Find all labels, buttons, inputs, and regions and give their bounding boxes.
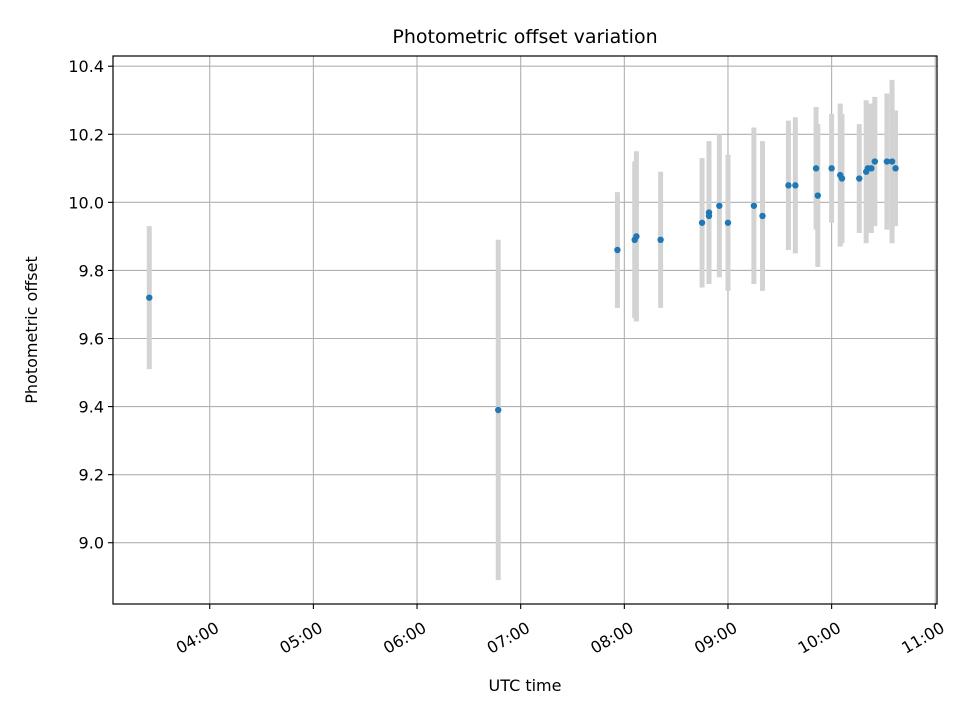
data-point [892,165,899,172]
y-tick-label: 10.2 [68,125,104,144]
y-axis-label: Photometric offset [22,256,41,404]
data-point [812,165,820,172]
data-point [883,158,891,165]
y-tick-label: 9.4 [79,398,104,417]
y-tick-label: 10.0 [68,193,104,212]
data-point [868,165,875,172]
y-tick-label: 9.6 [79,330,104,349]
data-point [716,202,723,209]
y-tick-label: 9.0 [79,534,104,553]
data-point [633,233,640,240]
y-axis-ticks: 9.0 9.2 9.4 9.6 9.8 10.0 10.2 10.4 [68,57,113,553]
chart-title: Photometric offset variation [392,26,657,48]
data-point [759,212,766,220]
data-point [871,158,879,165]
data-point [888,158,896,165]
data-point [785,182,792,189]
data-point [698,219,706,226]
data-point [838,175,846,182]
y-tick-label: 10.4 [68,57,104,76]
data-point [724,219,732,226]
grid [113,56,937,604]
y-tick-label: 9.2 [79,466,104,485]
plot-frame [112,55,938,605]
data-point [705,212,713,220]
y-tick-label: 9.8 [79,261,104,280]
data-point [495,406,502,414]
x-axis-label: UTC time [489,676,562,695]
data-point [856,175,863,182]
data-point [614,246,621,254]
data-point [814,192,822,199]
data-point [828,165,835,172]
data-point [657,236,664,244]
data-points [146,158,899,414]
data-point [750,202,758,209]
data-point [792,182,799,189]
data-point [146,294,153,301]
